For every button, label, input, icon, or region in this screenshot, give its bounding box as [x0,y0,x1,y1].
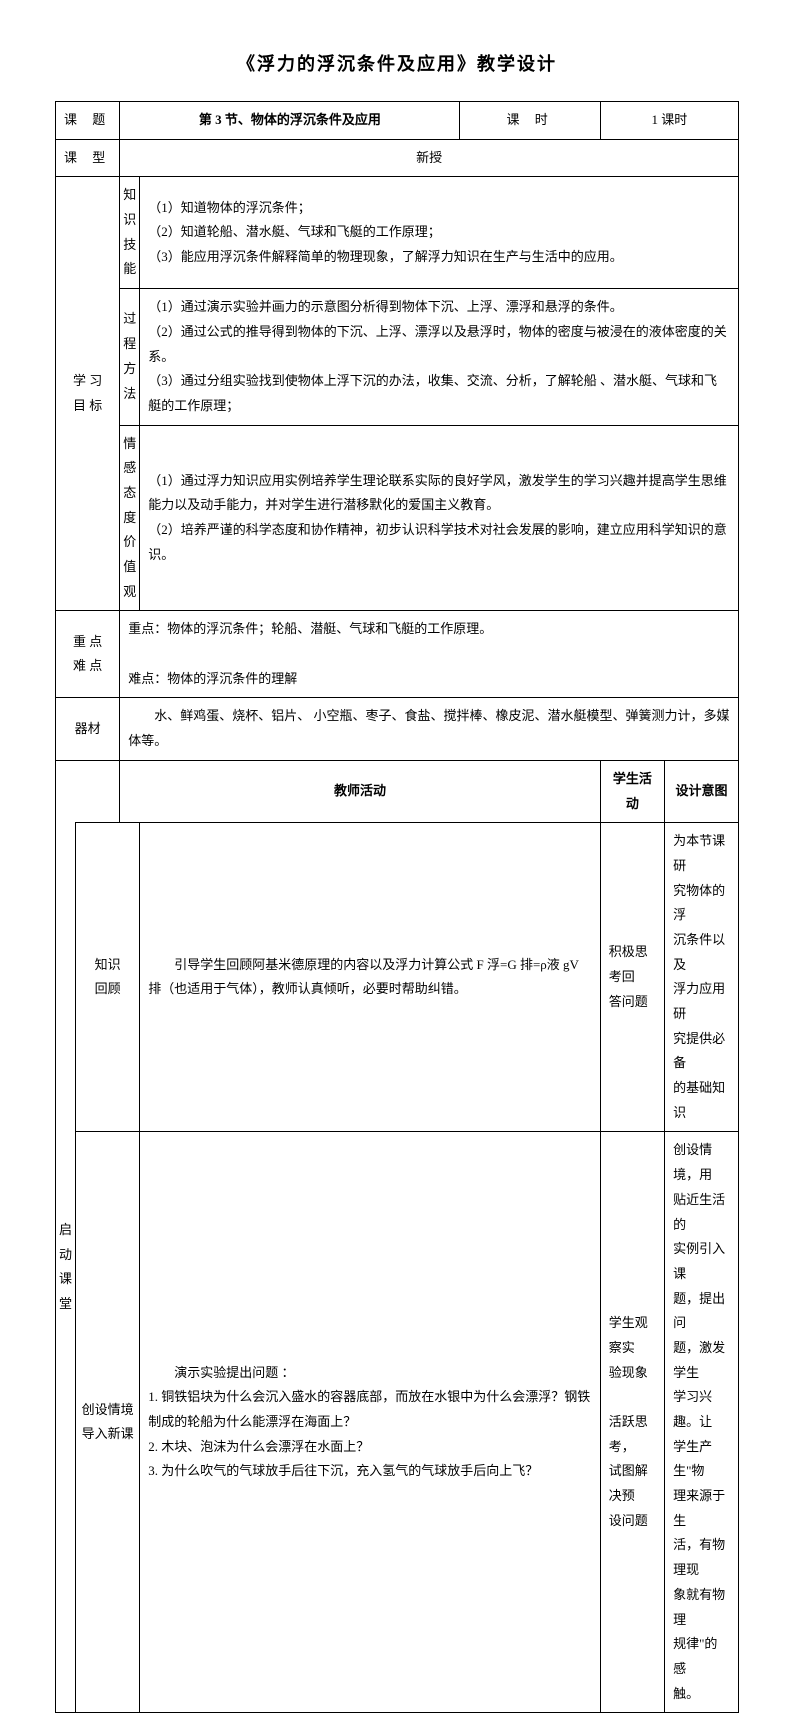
review-design: 为本节课研 究物体的浮 沉条件以及 浮力应用研 究提供必备 的基础知识 [665,823,739,1132]
process-label: 过程 方法 [120,289,140,425]
type-label: 课 型 [56,139,120,177]
intro-student: 学生观察实 验现象 活跃思考， 试图解决预 设问题 [600,1132,664,1713]
attitude-content: （1）通过浮力知识应用实例培养学生理论联系实际的良好学风，激发学生的学习兴趣并提… [140,425,739,611]
intro-teacher: 演示实验提出问题 ： 1. 铜铁铝块为什么会沉入盛水的容器底部，而放在水银中为什… [140,1132,600,1713]
design-header: 设计意图 [665,760,739,822]
knowledge-label: 知识 技能 [120,177,140,289]
page-title: 《浮力的浮沉条件及应用》教学设计 [55,50,739,76]
knowledge-content: （1）知道物体的浮沉条件； （2）知道轮船、潜水艇、气球和飞艇的工作原理； （3… [140,177,739,289]
attitude-label: 情感 态度 价值 观 [120,425,140,611]
student-header: 学生活动 [600,760,664,822]
intro-label: 创设情境 导入新课 [76,1132,140,1713]
review-student: 积极思考回 答问题 [600,823,664,1132]
review-label: 知识 回顾 [76,823,140,1132]
lesson-plan-table: 课 题 第 3 节、物体的浮沉条件及应用 课 时 1 课时 课 型 新授 学 习… [55,101,739,1713]
objectives-label: 学 习 目 标 [56,177,120,611]
equipment-content: 水、鲜鸡蛋、烧杯、铝片、 小空瓶、枣子、食盐、搅拌棒、橡皮泥、潜水艇模型、弹簧测… [120,698,739,760]
focus-content: 重点：物体的浮沉条件；轮船、潜艇、气球和飞艇的工作原理。 难点：物体的浮沉条件的… [120,611,739,698]
equipment-label: 器材 [56,698,120,760]
intro-design: 创设情境，用 贴近生活的 实例引入课 题，提出问 题，激发学生 学习兴趣。让 学… [665,1132,739,1713]
review-teacher: 引导学生回顾阿基米德原理的内容以及浮力计算公式 F 浮=G 排=ρ液 gV 排（… [140,823,600,1132]
period-value: 1 课时 [600,102,738,140]
type-value: 新授 [120,139,739,177]
topic-label: 课 题 [56,102,120,140]
process-content: （1）通过演示实验并画力的示意图分析得到物体下沉、上浮、漂浮和悬浮的条件。 （2… [140,289,739,425]
period-label: 课 时 [460,102,600,140]
launch-label: 启动 课堂 [56,823,76,1713]
topic-value: 第 3 节、物体的浮沉条件及应用 [120,102,460,140]
teacher-header: 教师活动 [120,760,600,822]
focus-label: 重 点 难 点 [56,611,120,698]
